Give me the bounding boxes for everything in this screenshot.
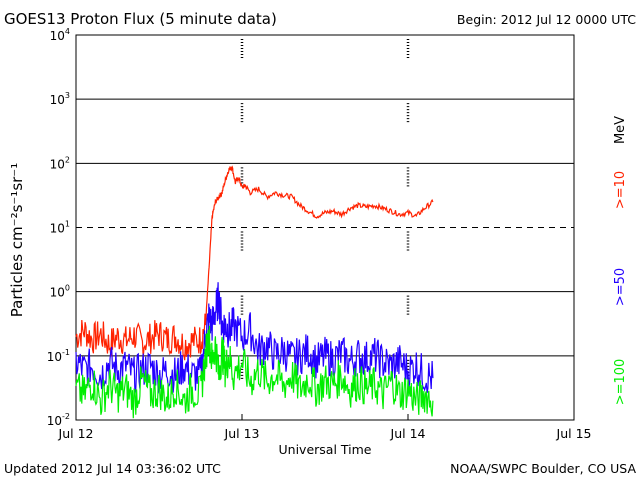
x-tick-label: Jul 12 — [58, 426, 94, 441]
day-markers — [240, 39, 410, 380]
gridlines — [76, 98, 574, 357]
y-axis-label: Particles cm⁻²s⁻¹sr⁻¹ — [8, 163, 26, 317]
legend-label-ge50: >=50 — [613, 268, 628, 306]
x-ticks: Jul 12 Jul 13 Jul 14 Jul 15 — [58, 414, 592, 441]
series-layer — [75, 165, 434, 419]
legend-label-ge10: >=10 — [613, 171, 628, 209]
x-axis-label: Universal Time — [279, 442, 372, 457]
x-tick-label: Jul 14 — [390, 426, 426, 441]
updated-time: Updated 2012 Jul 14 03:36:02 UTC — [4, 461, 221, 476]
series-line-2 — [75, 325, 434, 419]
y-tick-label: 10-2 — [47, 412, 70, 428]
x-tick-label: Jul 15 — [556, 426, 592, 441]
y-tick-label: 100 — [50, 284, 70, 300]
y-tick-label: 102 — [50, 155, 70, 171]
series-line-0 — [75, 165, 434, 361]
x-tick-label: Jul 13 — [224, 426, 260, 441]
y-tick-label: 104 — [50, 27, 70, 43]
chart-title: GOES13 Proton Flux (5 minute data) — [4, 10, 277, 28]
credit: NOAA/SWPC Boulder, CO USA — [450, 461, 636, 476]
legend-label-ge100: >=100 — [613, 359, 628, 406]
series-line-1 — [75, 282, 434, 394]
begin-time: Begin: 2012 Jul 12 0000 UTC — [457, 12, 636, 27]
y-tick-label: 10-1 — [47, 348, 70, 364]
y-tick-label: 101 — [50, 220, 70, 236]
y-tick-label: 103 — [50, 91, 70, 107]
y-ticks: 104 103 102 101 100 10-1 10-2 — [47, 27, 70, 428]
energy-unit-label: MeV — [613, 116, 628, 144]
